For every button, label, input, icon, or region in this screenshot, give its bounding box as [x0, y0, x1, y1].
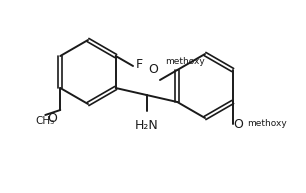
Text: F: F [136, 58, 143, 70]
Text: methoxy: methoxy [165, 57, 205, 66]
Text: O: O [148, 63, 158, 76]
Text: methoxy: methoxy [247, 119, 286, 129]
Text: CH₃: CH₃ [36, 116, 55, 126]
Text: O: O [234, 118, 244, 130]
Text: O: O [47, 112, 57, 125]
Text: H₂N: H₂N [135, 119, 159, 132]
